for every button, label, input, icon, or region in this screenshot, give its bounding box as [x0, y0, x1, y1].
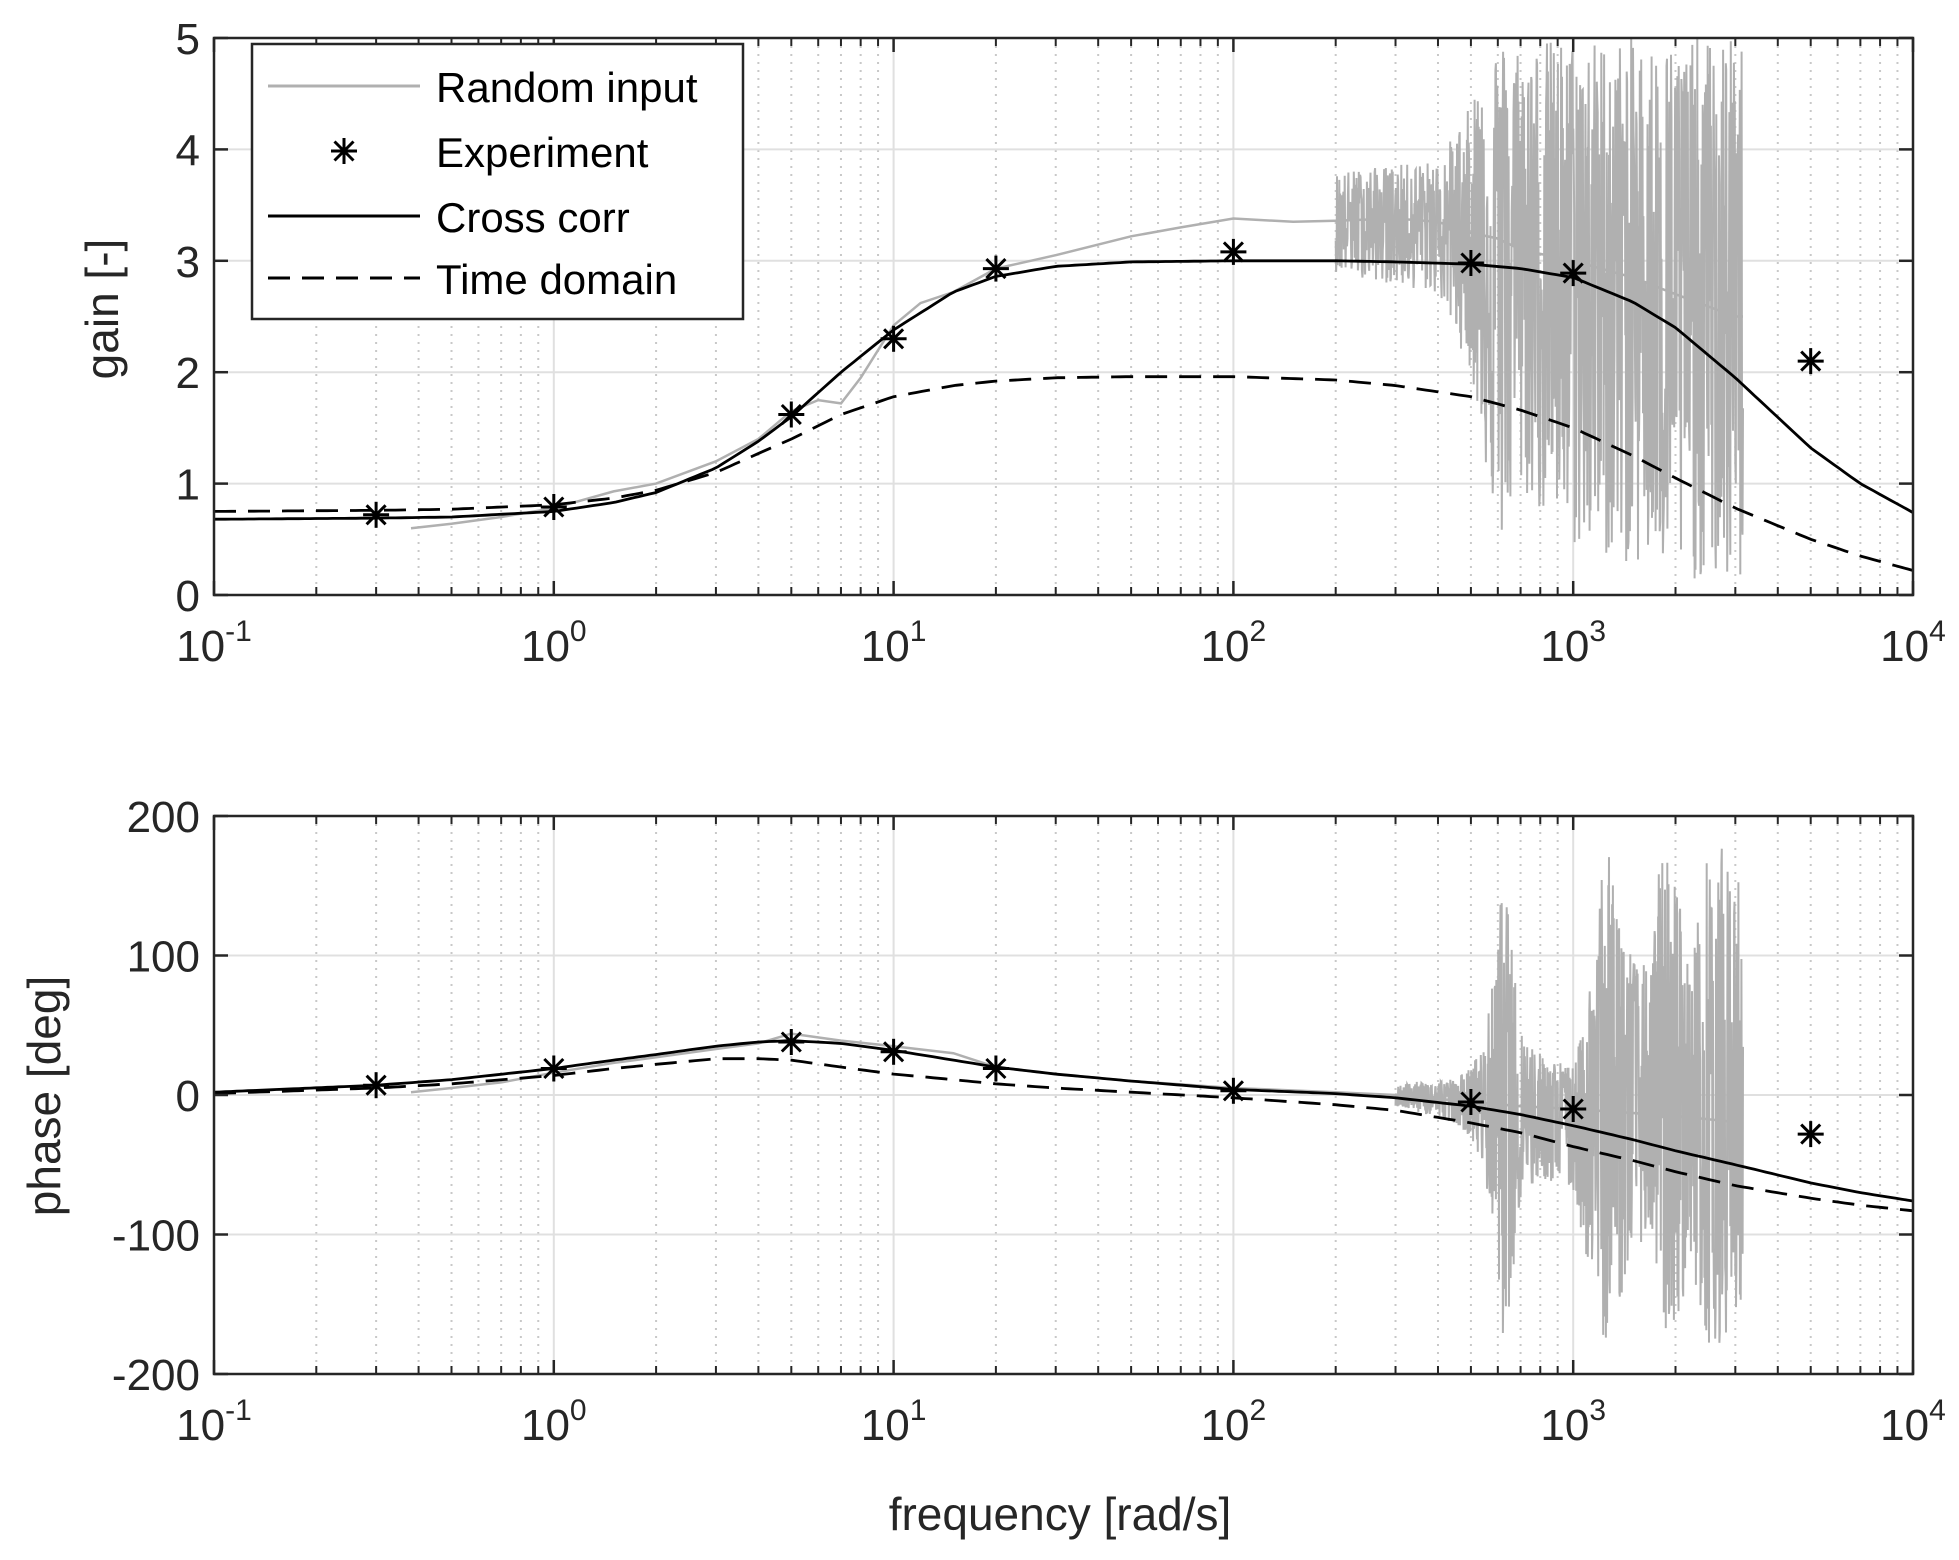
- gain-experiment-point: [982, 255, 1009, 282]
- gain-experiment-point: [1220, 238, 1247, 265]
- x-axis-title: frequency [rad/s]: [889, 1488, 1232, 1540]
- phase-y-tick-label: -200: [112, 1351, 200, 1400]
- phase-axes-frame: [212, 814, 1915, 1376]
- legend-label-random-input: Random input: [436, 64, 698, 111]
- phase-tick-labels: -200 -100 0 100 200 10-1 100 101 102 103 104: [112, 793, 1946, 1450]
- gain-experiment-point: [540, 494, 567, 520]
- gain-series-layer: [214, 38, 1914, 579]
- phase-x-tick-label: 103: [1540, 1394, 1606, 1450]
- gain-y-tick-label: 0: [176, 572, 200, 621]
- phase-experiment-point: [982, 1055, 1009, 1082]
- gain-experiment-point: [1797, 348, 1824, 375]
- phase-x-tick-label: 10-1: [176, 1394, 252, 1450]
- gain-y-tick-label: 2: [176, 349, 200, 398]
- phase-y-tick-label: 200: [127, 793, 200, 842]
- legend-label-experiment: Experiment: [436, 129, 649, 176]
- phase-x-tick-label: 101: [861, 1394, 927, 1450]
- phase-series-layer: [213, 848, 1914, 1343]
- gain-series-cross-corr: [214, 259, 1914, 521]
- legend-label-cross-corr: Cross corr: [436, 194, 630, 241]
- phase-ylabel: phase [deg]: [18, 976, 70, 1216]
- legend-swatch-experiment: [331, 138, 357, 164]
- phase-experiment-point: [1220, 1077, 1247, 1104]
- phase-series-time-domain: [213, 1057, 1914, 1213]
- gain-x-tick-label: 10-1: [176, 615, 252, 671]
- phase-plot: -200 -100 0 100 200 10-1 100 101 102 103 104 phase…: [18, 793, 1946, 1450]
- gain-x-tick-label: 101: [861, 615, 927, 671]
- phase-experiment-point: [778, 1029, 805, 1055]
- phase-y-tick-label: 0: [176, 1072, 200, 1121]
- gain-y-tick-label: 5: [176, 15, 200, 64]
- gain-x-tick-label: 100: [521, 615, 587, 671]
- gain-y-tick-label: 3: [176, 238, 200, 287]
- phase-x-tick-label: 104: [1880, 1394, 1946, 1450]
- gain-x-tick-label: 103: [1540, 615, 1606, 671]
- gain-series-random-input-noise: [1334, 38, 1744, 579]
- phase-experiment-point: [880, 1038, 907, 1065]
- phase-experiment-point: [1797, 1121, 1824, 1148]
- gain-x-tick-label: 102: [1201, 615, 1267, 671]
- gain-experiment-point: [1457, 250, 1484, 276]
- gain-y-tick-label: 1: [176, 461, 200, 510]
- gain-x-tick-label: 104: [1880, 615, 1946, 671]
- phase-series-cross-corr: [213, 1039, 1914, 1203]
- legend-label-time-domain: Time domain: [436, 256, 677, 303]
- gain-experiment-point: [363, 501, 390, 528]
- gain-experiment-point: [1560, 260, 1587, 287]
- gain-ylabel: gain [-]: [76, 239, 128, 380]
- gain-axes-frame: [212, 36, 1915, 597]
- gain-tick-labels: 0 1 2 3 4 5 10-1 100 101 102 103 104: [176, 15, 1946, 671]
- gain-series-time-domain: [214, 375, 1914, 572]
- legend-box: [250, 42, 745, 321]
- phase-experiment-point: [363, 1072, 390, 1099]
- phase-x-tick-label: 102: [1201, 1394, 1267, 1450]
- gain-y-tick-label: 4: [176, 126, 200, 175]
- gain-experiment-point: [880, 325, 907, 352]
- phase-x-tick-label: 100: [521, 1394, 587, 1450]
- legend: Random input Experiment Cross corr Time …: [250, 42, 745, 321]
- phase-y-tick-label: -100: [112, 1212, 200, 1261]
- phase-experiment-point: [1560, 1096, 1587, 1122]
- gain-experiment-point: [778, 401, 805, 428]
- phase-experiment-point: [1457, 1089, 1484, 1115]
- phase-experiment-point: [540, 1055, 567, 1082]
- phase-y-tick-label: 100: [127, 933, 200, 982]
- gain-axes-box: [212, 36, 1915, 597]
